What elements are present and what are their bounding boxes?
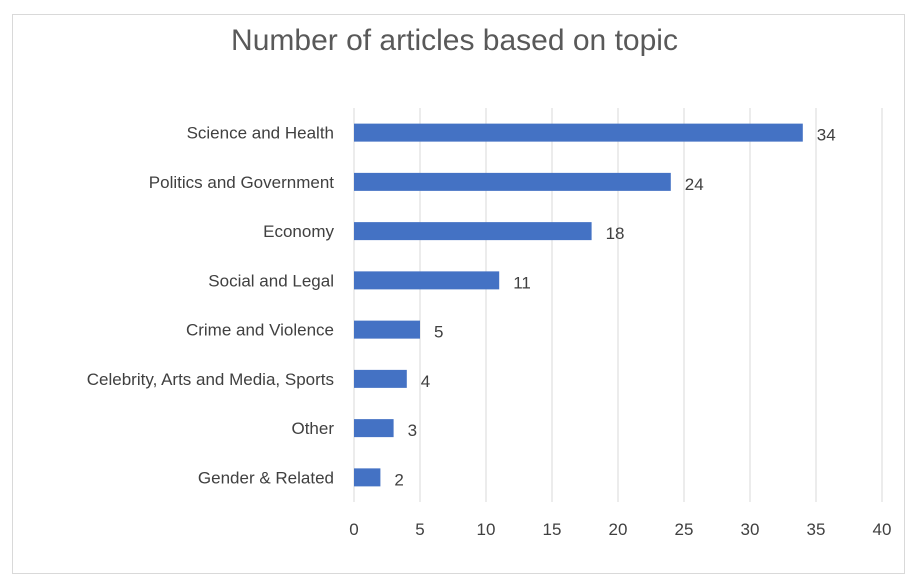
x-tick-label: 35 [807,520,826,539]
data-label: 34 [817,126,836,145]
bar [354,320,420,339]
category-label: Science and Health [187,124,334,143]
bar [354,172,671,191]
x-tick-label: 30 [741,520,760,539]
bar [354,271,500,290]
chart-title: Number of articles based on topic [231,24,678,57]
data-label: 11 [513,273,531,292]
bar [354,468,381,487]
x-tick-labels: 0 5 10 15 20 25 30 35 40 [349,520,891,539]
category-label: Politics and Government [149,173,334,192]
x-tick-label: 5 [415,520,424,539]
x-tick-label: 20 [609,520,628,539]
category-labels: Science and Health Politics and Governmen… [87,124,335,488]
data-label: 4 [421,372,430,391]
x-tick-label: 25 [675,520,694,539]
data-label: 2 [394,470,403,489]
category-label: Other [291,419,334,438]
category-label: Celebrity, Arts and Media, Sports [87,370,334,389]
chart-frame [12,14,905,574]
x-tick-label: 0 [349,520,358,539]
bar [354,419,394,438]
data-labels: 34 24 18 11 5 4 3 2 [394,126,835,490]
bar-chart: Science and Health Politics and Governmen… [87,108,891,539]
category-label: Gender & Related [198,468,334,487]
data-label: 24 [685,175,704,194]
bar [354,369,407,388]
x-tick-label: 40 [873,520,892,539]
x-tick-label: 10 [477,520,496,539]
data-label: 18 [606,224,625,243]
bar [354,222,592,241]
category-label: Economy [263,222,334,241]
data-label: 5 [434,323,443,342]
category-label: Social and Legal [208,271,334,290]
gridlines [353,108,883,502]
bar [354,123,803,142]
data-label: 3 [408,421,417,440]
x-tick-label: 15 [543,520,562,539]
category-label: Crime and Violence [186,321,334,340]
bars [354,123,803,487]
